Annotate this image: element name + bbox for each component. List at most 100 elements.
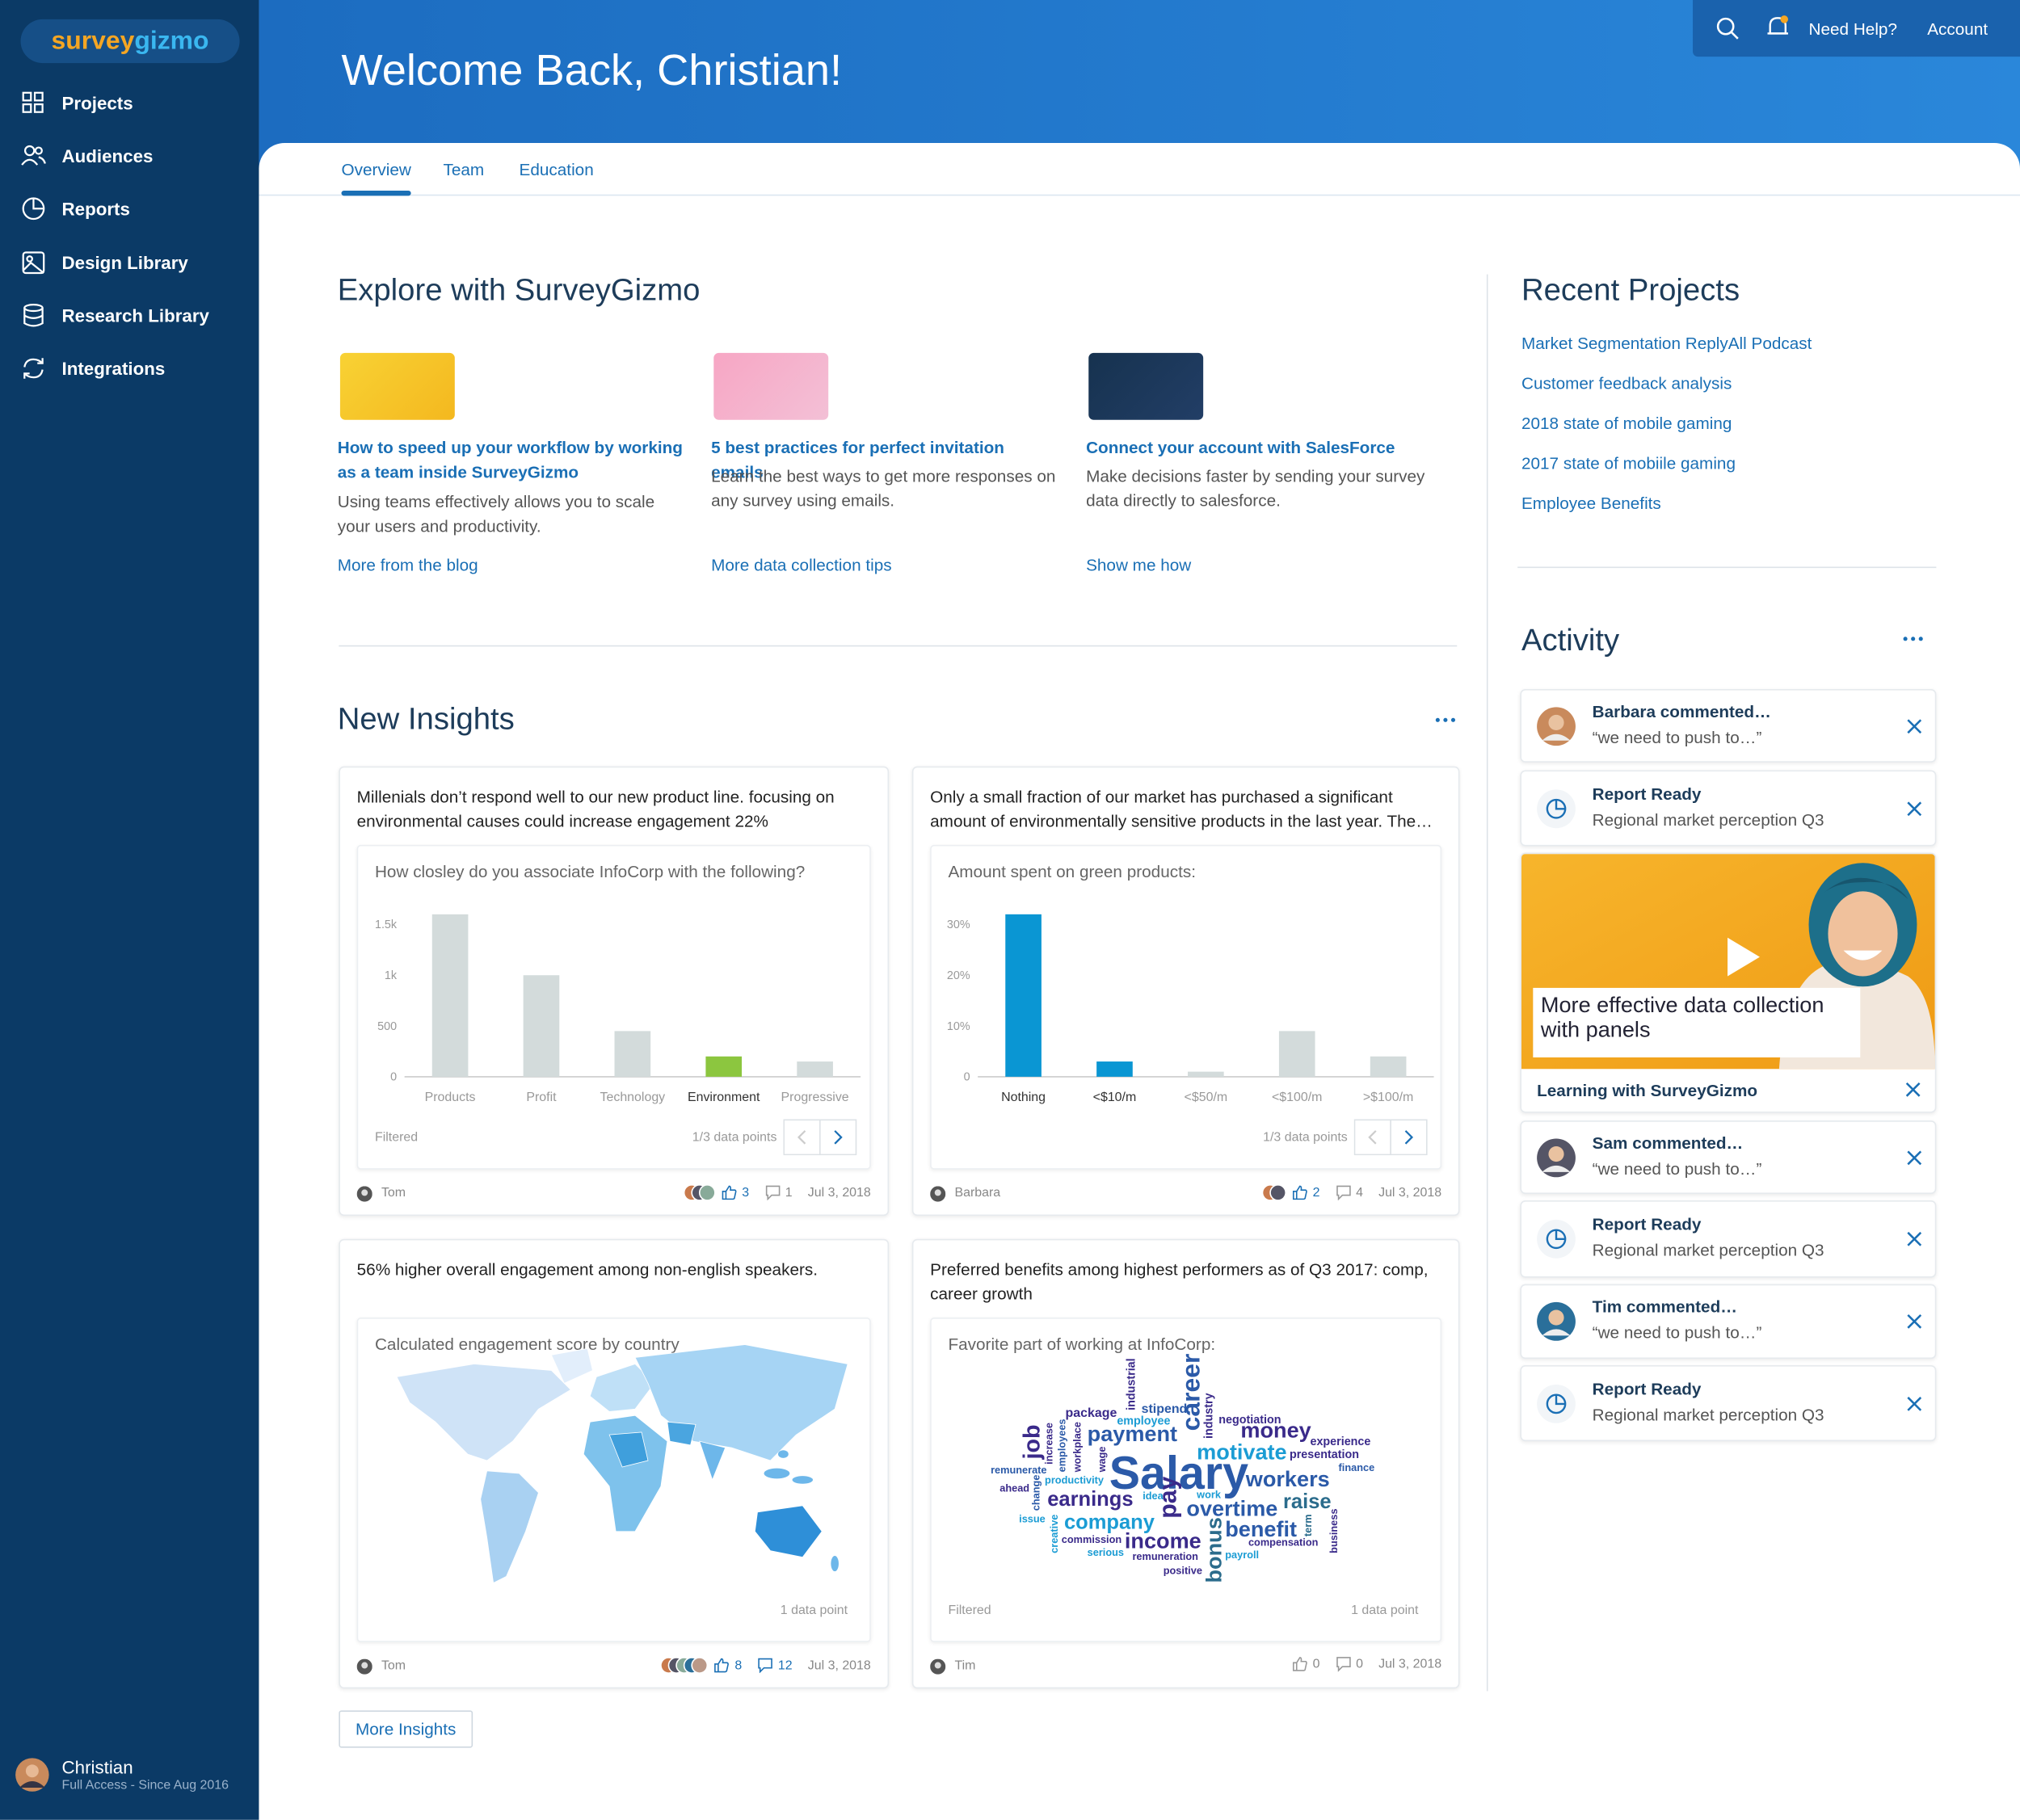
cloud-word: idea [1143,1490,1164,1502]
x-tick-label: <$100/m [1272,1091,1322,1104]
pager [783,1119,857,1156]
close-icon [1907,801,1922,816]
cloud-word: remuneration [1132,1550,1197,1562]
cloud-word: ahead [999,1482,1029,1494]
card-link[interactable]: More data collection tips [711,555,892,575]
divider [339,645,1458,647]
author-avatar [930,1658,946,1675]
insight-card[interactable]: Only a small fraction of our market has … [911,766,1460,1217]
like-count: 3 [742,1185,750,1200]
avatar [698,1184,716,1201]
tab[interactable]: Overview [341,159,411,179]
y-tick-label: 10% [947,1020,970,1033]
explore-title: Explore with SurveyGizmo [337,273,701,309]
post-date: Jul 3, 2018 [807,1185,871,1200]
card-title[interactable]: How to speed up your workflow by working… [337,438,683,482]
avatar [1269,1184,1286,1201]
cloud-word: presentation [1290,1448,1359,1461]
report-icon [1537,788,1576,828]
cloud-word: benefit [1225,1516,1297,1541]
insight-card[interactable]: 56% higher overall engagement among non-… [339,1238,890,1689]
tab[interactable]: Education [519,159,594,179]
activity-item[interactable]: Sam commented… “we need to push to…” [1520,1120,1937,1194]
activity-text: Regional market perception Q3 [1592,809,1824,829]
like-count: 2 [1312,1185,1320,1200]
y-tick-label: 0 [964,1071,970,1084]
cloud-word: industrial [1126,1358,1138,1410]
project-link[interactable]: 2018 state of mobile gaming [1521,413,1732,433]
welcome-title: Welcome Back, Christian! [341,46,843,95]
logo[interactable]: surveygizmo [20,19,240,64]
divider [1517,566,1937,569]
cloud-word: package [1066,1406,1117,1420]
activity-item[interactable]: Barbara commented… “we need to push to…” [1520,688,1937,763]
insight-text: Millenials don’t respond well to our new… [356,787,835,831]
project-link[interactable]: Customer feedback analysis [1521,373,1732,393]
chart [396,1344,848,1584]
chart-box: How closley do you associate InfoCorp wi… [356,844,871,1170]
bar [1096,1061,1133,1077]
recent-title: Recent Projects [1521,273,1740,309]
nav-item[interactable]: Reports [61,199,130,220]
nav-item[interactable]: Research Library [61,305,209,326]
cloud-word: stipend [1142,1402,1188,1416]
nav-item[interactable]: Integrations [61,358,166,379]
bar [1188,1071,1224,1077]
cloud-word: raise [1283,1490,1332,1513]
top-bar: Need Help? Account [1693,0,2020,57]
card-link[interactable]: Show me how [1086,555,1192,575]
cloud-word: work [1196,1488,1222,1500]
activity-title: Activity [1521,623,1620,658]
comment-icon [1336,1185,1350,1200]
video-card[interactable]: More effective data collection with pane… [1520,852,1937,1113]
card-meta: 3 1 Jul 3, 2018 [683,1183,871,1201]
close-icon[interactable] [1905,1082,1921,1097]
activity-item[interactable]: Tim commented… “we need to push to…” [1520,1284,1937,1360]
activity-item[interactable]: Report Ready Regional market perception Q… [1520,1200,1937,1278]
comment-icon [758,1658,772,1674]
activity-item[interactable]: Report Ready Regional market perception Q… [1520,1365,1937,1442]
cloud-word: business [1328,1509,1340,1553]
data-points: 1 data point [1351,1604,1419,1618]
activity-item[interactable]: Report Ready Regional market perception Q… [1520,770,1937,847]
report-icon [1537,1384,1576,1423]
nav-item[interactable]: Design Library [61,251,188,273]
nav-item[interactable]: Projects [61,92,133,114]
country-region [792,1476,814,1484]
card-title[interactable]: Connect your account with SalesForce [1086,438,1395,458]
card-link[interactable]: More from the blog [337,555,478,575]
more-menu[interactable] [1434,713,1458,726]
x-tick-label: <$10/m [1093,1091,1137,1104]
search-icon[interactable] [1716,17,1740,40]
activity-menu[interactable] [1901,633,1925,645]
activity-title: Barbara commented… [1592,701,1771,721]
bell-icon[interactable] [1765,15,1791,40]
activity-title: Tim commented… [1592,1297,1737,1317]
help-link[interactable]: Need Help? [1808,19,1897,39]
chart-box: Calculated engagement score by country 1 … [356,1318,871,1642]
country-region [778,1450,789,1458]
comment-icon [1336,1657,1350,1672]
tab[interactable]: Team [443,159,485,179]
x-tick-label: Profit [526,1091,557,1104]
comment-count: 0 [1356,1657,1363,1671]
project-link[interactable]: 2017 state of mobiile gaming [1521,453,1736,473]
data-points: 1/3 data points [692,1130,777,1145]
project-link[interactable]: Market Segmentation ReplyAll Podcast [1521,333,1812,353]
cloud-word: employees [1056,1419,1068,1472]
card-text: Make decisions faster by sending your su… [1086,466,1425,511]
user-access: Full Access - Since Aug 2016 [61,1778,229,1793]
cloud-word: payment [1088,1421,1177,1446]
nav-icon [22,250,45,274]
cloud-word: increase [1043,1423,1055,1465]
insight-card[interactable]: Preferred benefits among highest perform… [911,1238,1460,1689]
project-link[interactable]: Employee Benefits [1521,493,1661,513]
more-insights-button[interactable]: More Insights [339,1710,473,1748]
account-link[interactable]: Account [1927,19,1988,39]
y-tick-label: 0 [390,1071,397,1084]
cloud-word: workplace [1071,1422,1084,1473]
x-tick-label: >$100/m [1363,1091,1413,1104]
insight-card[interactable]: Millenials don’t respond well to our new… [339,766,890,1217]
card-title[interactable]: 5 best practices for perfect invitation … [711,438,1004,482]
nav-item[interactable]: Audiences [61,145,154,166]
